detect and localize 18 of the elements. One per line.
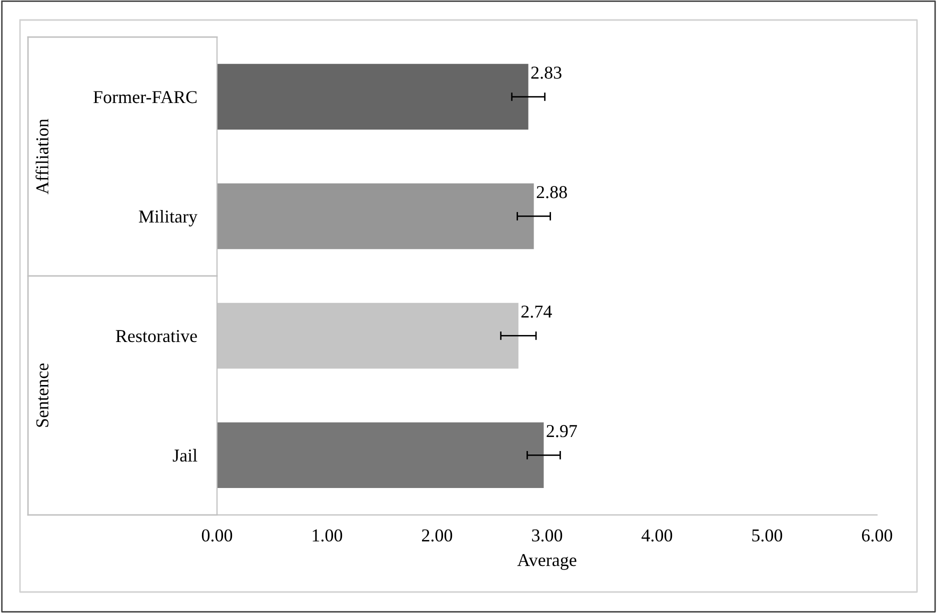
text: Affiliation [36,118,48,194]
data-label: 2.74 [521,306,552,318]
y-tick-label: Military [138,210,198,226]
text: Sentence [36,363,48,427]
x-axis-title: Average [517,554,576,570]
x-tick-label: 5.00 [752,529,782,542]
y-tick-label: Restorative [116,330,197,342]
data-label: 2.83 [531,66,562,79]
x-tick-label: 1.00 [312,529,342,542]
y-tick-label: Jail [172,448,198,462]
data-label: 2.97 [546,425,577,438]
x-tick-label: 4.00 [642,529,672,542]
y-tick-label: Former-FARC [93,91,197,104]
x-tick-label: 6.00 [862,529,892,542]
data-label: 2.88 [536,186,567,198]
x-tick-label: 2.00 [422,529,452,542]
x-tick-label: 0.00 [202,529,232,542]
x-tick-label: 3.00 [532,529,562,542]
